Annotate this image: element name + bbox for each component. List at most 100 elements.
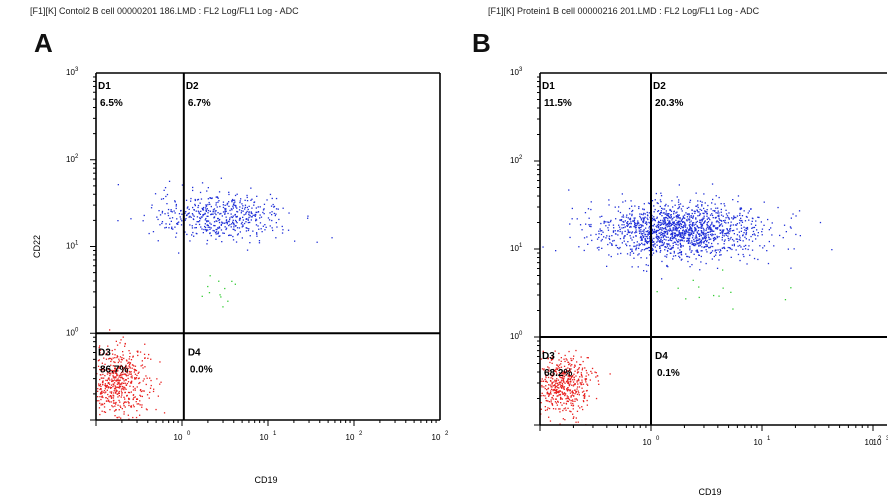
data-point-blue xyxy=(250,187,252,189)
data-point-blue xyxy=(651,244,653,246)
data-point-red xyxy=(563,402,565,404)
data-point-red xyxy=(124,398,126,400)
data-point-red xyxy=(116,383,118,385)
data-point-blue xyxy=(154,193,157,195)
data-point-green xyxy=(219,294,221,296)
data-point-blue xyxy=(202,207,204,210)
data-point-blue xyxy=(669,238,671,240)
data-point-blue xyxy=(164,213,166,215)
data-point-blue xyxy=(679,256,681,259)
data-point-blue xyxy=(640,219,643,221)
data-point-red xyxy=(126,366,128,368)
data-point-blue xyxy=(687,242,689,244)
quadrant-name-lower-right: D4 xyxy=(188,347,201,358)
data-point-red xyxy=(584,395,586,397)
data-point-blue xyxy=(682,230,684,232)
x-tick-label-exp: 1 xyxy=(767,436,771,442)
data-point-red xyxy=(573,373,575,375)
data-point-blue xyxy=(631,232,633,234)
data-point-red xyxy=(136,398,138,400)
data-point-blue xyxy=(629,219,632,221)
data-point-blue xyxy=(740,217,742,219)
data-point-blue xyxy=(589,225,591,227)
data-point-red xyxy=(556,395,558,397)
data-point-red xyxy=(565,402,567,405)
data-point-blue xyxy=(231,209,233,211)
data-point-red xyxy=(113,399,115,402)
data-point-blue xyxy=(685,253,687,255)
data-point-blue xyxy=(659,247,661,249)
data-point-blue xyxy=(652,241,654,243)
data-point-red xyxy=(568,399,571,401)
data-point-blue xyxy=(663,212,665,214)
data-point-red xyxy=(577,405,580,407)
data-point-blue xyxy=(692,224,694,226)
data-point-green xyxy=(722,287,724,289)
data-point-blue xyxy=(630,225,632,228)
data-point-blue xyxy=(609,242,611,244)
data-point-blue xyxy=(166,203,168,205)
data-point-red xyxy=(578,386,581,388)
data-point-blue xyxy=(694,210,696,213)
data-point-blue xyxy=(735,224,738,226)
data-point-red xyxy=(121,383,123,385)
data-point-red xyxy=(119,365,121,368)
data-point-blue xyxy=(191,234,193,236)
data-point-red xyxy=(563,358,565,360)
data-point-red xyxy=(561,404,563,406)
data-point-blue xyxy=(648,227,650,229)
data-point-blue xyxy=(251,212,253,215)
data-point-red xyxy=(129,367,131,369)
data-point-blue xyxy=(171,227,173,230)
data-point-red xyxy=(113,390,115,392)
data-point-blue xyxy=(644,213,646,215)
data-point-blue xyxy=(617,210,619,212)
data-point-blue xyxy=(648,233,650,235)
data-point-blue xyxy=(680,234,682,237)
data-point-red xyxy=(106,373,109,375)
data-point-blue xyxy=(596,238,599,240)
data-point-blue xyxy=(675,243,677,245)
data-point-blue xyxy=(207,215,209,217)
data-point-red xyxy=(560,397,562,399)
data-point-blue xyxy=(688,224,691,226)
data-point-red xyxy=(128,397,130,399)
data-point-blue xyxy=(755,238,757,240)
data-point-blue xyxy=(635,229,637,231)
data-point-red xyxy=(574,398,576,400)
data-point-red xyxy=(560,357,562,359)
data-point-blue xyxy=(792,213,794,215)
data-point-blue xyxy=(194,199,196,202)
data-point-blue xyxy=(206,243,208,245)
data-point-red xyxy=(141,395,143,398)
data-point-blue xyxy=(222,232,224,234)
data-point-red xyxy=(96,400,98,402)
data-point-red xyxy=(558,391,560,393)
data-point-blue xyxy=(714,250,716,252)
data-point-blue xyxy=(618,247,620,250)
data-point-blue xyxy=(666,226,668,228)
data-point-blue xyxy=(697,251,699,253)
data-point-blue xyxy=(726,228,728,231)
data-point-blue xyxy=(652,230,654,233)
data-point-blue xyxy=(762,247,764,249)
data-point-blue xyxy=(237,233,239,235)
data-point-blue xyxy=(729,228,731,230)
data-point-blue xyxy=(681,232,683,234)
data-point-blue xyxy=(224,226,226,228)
data-point-blue xyxy=(617,253,619,255)
data-point-blue xyxy=(205,207,207,209)
data-point-blue xyxy=(752,230,755,233)
data-point-blue xyxy=(583,237,586,239)
data-point-blue xyxy=(207,226,209,228)
data-point-blue xyxy=(231,198,234,201)
data-point-red xyxy=(118,376,120,378)
data-point-blue xyxy=(634,224,637,227)
data-point-red xyxy=(124,379,127,381)
data-point-blue xyxy=(234,194,237,197)
data-point-red xyxy=(103,370,105,372)
data-point-red xyxy=(98,407,101,409)
data-point-red xyxy=(554,350,556,352)
data-point-blue xyxy=(709,231,711,233)
data-point-red xyxy=(102,404,104,406)
